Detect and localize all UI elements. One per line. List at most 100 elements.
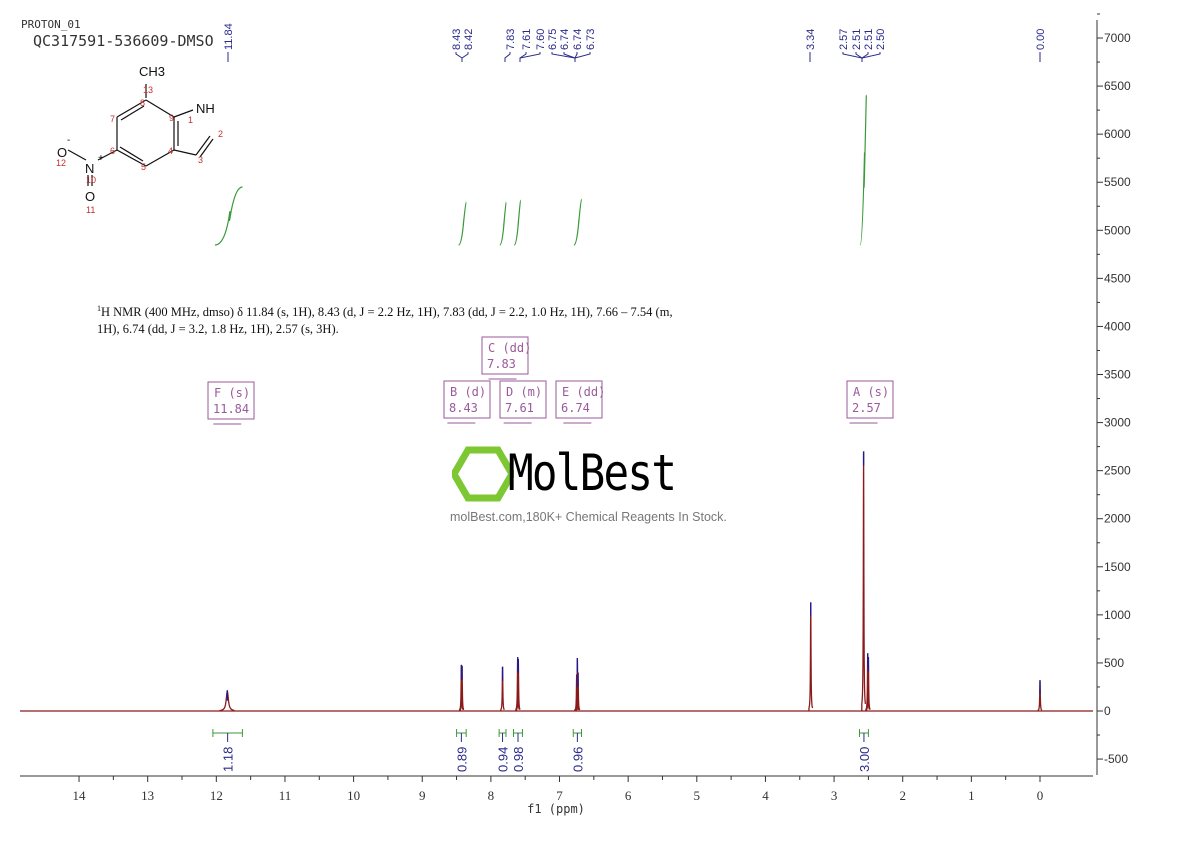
x-tick-label: 7 (556, 788, 563, 803)
y-tick-label: 7000 (1104, 31, 1131, 45)
integral-curve (859, 94, 867, 246)
peak-label: 2.57 (838, 29, 850, 50)
multiplet-shift: 6.74 (561, 401, 590, 415)
y-tick-label: 6000 (1104, 127, 1131, 141)
atom-number: 4 (168, 146, 173, 156)
x-tick-label: 8 (488, 788, 495, 803)
charge-plus: + (98, 153, 104, 164)
spectrum-peak (808, 602, 814, 711)
y-tick-label: 500 (1104, 656, 1124, 670)
y-tick-label: 1000 (1104, 608, 1131, 622)
x-tick-label: 2 (899, 788, 906, 803)
peak-label: 0.00 (1035, 29, 1047, 50)
y-tick-label: 4500 (1104, 271, 1131, 285)
integral-value: 0.94 (496, 747, 511, 772)
multiplet-box (443, 380, 491, 419)
peak-label: 2.51 (851, 29, 863, 50)
multiplet-box (846, 380, 894, 419)
x-axis-label: f1 (ppm) (527, 802, 585, 816)
peak-label: 3.34 (805, 29, 817, 50)
x-tick-label: 10 (347, 788, 360, 803)
integral-curve (513, 199, 521, 246)
molbest-logo-icon (452, 446, 514, 502)
atom-nh: NH (196, 101, 215, 116)
peak-label: 6.73 (585, 29, 597, 50)
peak-label: 6.75 (547, 29, 559, 50)
peak-label: 7.60 (535, 29, 547, 50)
atom-number: 7 (110, 114, 115, 124)
peak-label: 7.61 (521, 29, 533, 50)
y-tick-label: 5500 (1104, 175, 1131, 189)
peak-label-connector (455, 52, 463, 62)
multiplet-label: B (d) (450, 385, 486, 399)
y-tick-label: 5000 (1104, 223, 1131, 237)
atom-number: 13 (143, 85, 153, 95)
atom-number: 12 (56, 158, 66, 168)
sample-name: QC317591-536609-DMSO (33, 32, 214, 50)
y-tick-label: 6500 (1104, 79, 1131, 93)
peak-label-connector (461, 52, 469, 62)
y-tick-label: 2500 (1104, 464, 1131, 478)
x-tick-label: 9 (419, 788, 426, 803)
y-tick-label: 4000 (1104, 319, 1131, 333)
multiplet-label: D (m) (506, 385, 542, 399)
multiplet-label: C (dd) (488, 341, 531, 355)
multiplet-label: F (s) (214, 386, 250, 400)
multiplet-label: E (dd) (562, 385, 605, 399)
x-tick-label: 11 (279, 788, 292, 803)
y-tick-label: 1500 (1104, 560, 1131, 574)
peak-label: 6.74 (559, 29, 571, 50)
integral-curve (573, 198, 583, 246)
peak-label: 6.74 (572, 29, 584, 50)
multiplet-box (555, 380, 603, 419)
atom-number: 3 (198, 155, 203, 165)
atom-ch3: CH3 (139, 64, 165, 79)
peak-label: 8.42 (463, 29, 475, 50)
watermark-brand: MolBest (508, 444, 677, 502)
description-text: H NMR (400 MHz, dmso) δ 11.84 (s, 1H), 8… (97, 305, 673, 337)
spectrum-peak (861, 451, 867, 711)
y-tick-label: 0 (1104, 704, 1111, 718)
nmr-description: 1H NMR (400 MHz, dmso) δ 11.84 (s, 1H), … (97, 300, 677, 338)
atom-number: 1 (188, 115, 193, 125)
atom-number: 5 (141, 162, 146, 172)
x-tick-label: 14 (73, 788, 87, 803)
y-tick-label: 2000 (1104, 512, 1131, 526)
atom-number: 9 (169, 113, 174, 123)
x-tick-label: 12 (210, 788, 223, 803)
peak-label: 11.84 (223, 23, 235, 50)
integral-value: 0.96 (570, 747, 585, 772)
x-tick-label: 5 (694, 788, 701, 803)
multiplet-shift: 7.83 (487, 357, 516, 371)
atom-number: 6 (110, 146, 115, 156)
multiplet-shift: 11.84 (213, 402, 249, 416)
atom-number: 8 (140, 98, 145, 108)
atom-number: 10 (86, 175, 96, 185)
atom-o11: O (85, 189, 95, 204)
peak-label-connector (861, 52, 881, 62)
y-tick-label: 3500 (1104, 368, 1131, 382)
integral-curve (458, 201, 467, 246)
multiplet-shift: 8.43 (449, 401, 478, 415)
experiment-name: PROTON_01 (21, 18, 81, 31)
multiplet-box (499, 380, 547, 419)
peak-label: 8.43 (451, 29, 463, 50)
multiplet-box (481, 336, 529, 375)
peak-label: 2.51 (863, 29, 875, 50)
watermark-tagline: molBest.com,180K+ Chemical Reagents In S… (450, 510, 727, 524)
x-tick-label: 3 (831, 788, 838, 803)
molecule-structure (67, 84, 214, 186)
x-tick-label: 4 (762, 788, 769, 803)
y-tick-label: 3000 (1104, 416, 1131, 430)
integral-value: 0.98 (511, 747, 526, 772)
atom-number: 2 (218, 129, 223, 139)
x-tick-label: 6 (625, 788, 632, 803)
isotope-superscript: 1 (97, 304, 101, 313)
peak-label: 7.83 (505, 29, 517, 50)
peak-label-connector (574, 52, 591, 62)
peak-label: 2.50 (875, 29, 887, 50)
multiplet-shift: 2.57 (852, 401, 881, 415)
atom-n10: N (85, 161, 94, 176)
peak-label-connector (519, 52, 541, 62)
